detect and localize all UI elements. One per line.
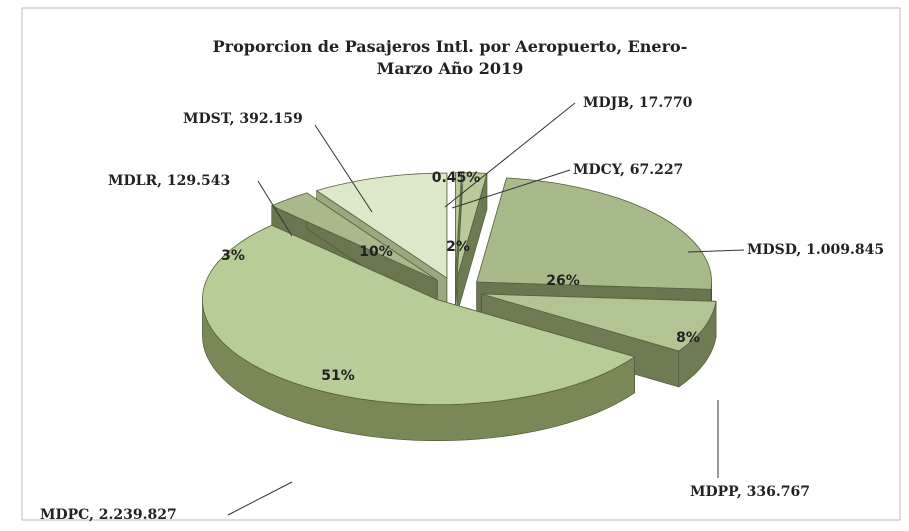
slice bbox=[454, 172, 463, 278]
slice bbox=[481, 293, 717, 352]
percent-label: 10% bbox=[359, 244, 393, 260]
percent-label: 51% bbox=[321, 368, 355, 384]
data-label: MDSD, 1.009.845 bbox=[747, 242, 884, 258]
chart-frame bbox=[21, 7, 901, 521]
data-label: MDST, 392.159 bbox=[183, 111, 303, 127]
percent-label: 0.45% bbox=[432, 170, 481, 186]
data-label: MDPC, 2.239.827 bbox=[40, 507, 177, 523]
percent-label: 26% bbox=[546, 273, 580, 289]
data-label: MDPP, 336.767 bbox=[690, 484, 810, 500]
leader-line bbox=[444, 102, 576, 208]
slice bbox=[476, 177, 713, 290]
slice bbox=[201, 224, 636, 406]
slice bbox=[315, 172, 448, 279]
leader-line bbox=[257, 180, 293, 237]
percent-label: 8% bbox=[676, 330, 700, 346]
leader-line bbox=[314, 124, 373, 213]
percent-label: 2% bbox=[446, 239, 470, 255]
data-label: MDCY, 67.227 bbox=[573, 162, 683, 178]
chart-title: Proporcion de Pasajeros Intl. por Aeropu… bbox=[212, 37, 688, 78]
data-label: MDLR, 129.543 bbox=[108, 173, 230, 189]
data-label: MDJB, 17.770 bbox=[583, 95, 693, 111]
leader-line bbox=[451, 169, 571, 209]
percent-label: 3% bbox=[221, 248, 245, 264]
leader-line bbox=[687, 249, 745, 253]
slice bbox=[270, 192, 438, 281]
leader-line bbox=[227, 481, 293, 516]
